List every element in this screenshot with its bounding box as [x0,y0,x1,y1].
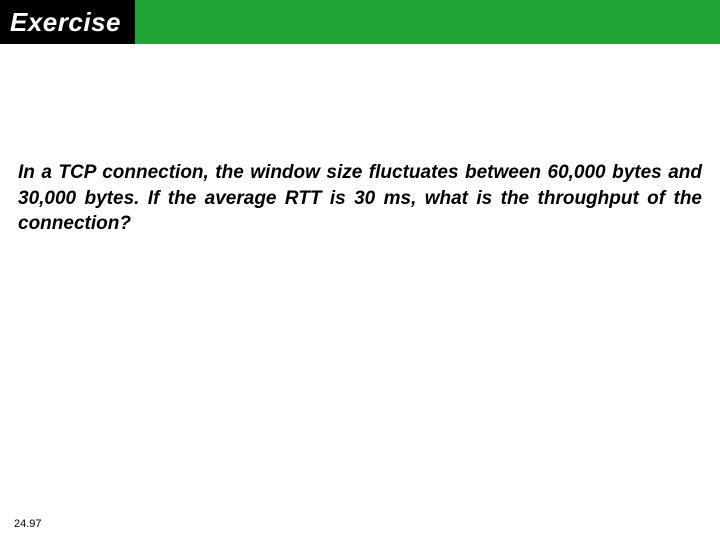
header-bar: Exercise [0,0,720,44]
slide-number: 24.97 [14,518,42,530]
slide-title: Exercise [10,7,121,38]
title-box: Exercise [0,0,135,44]
body-area: In a TCP connection, the window size flu… [18,160,702,237]
question-text: In a TCP connection, the window size flu… [18,160,702,237]
